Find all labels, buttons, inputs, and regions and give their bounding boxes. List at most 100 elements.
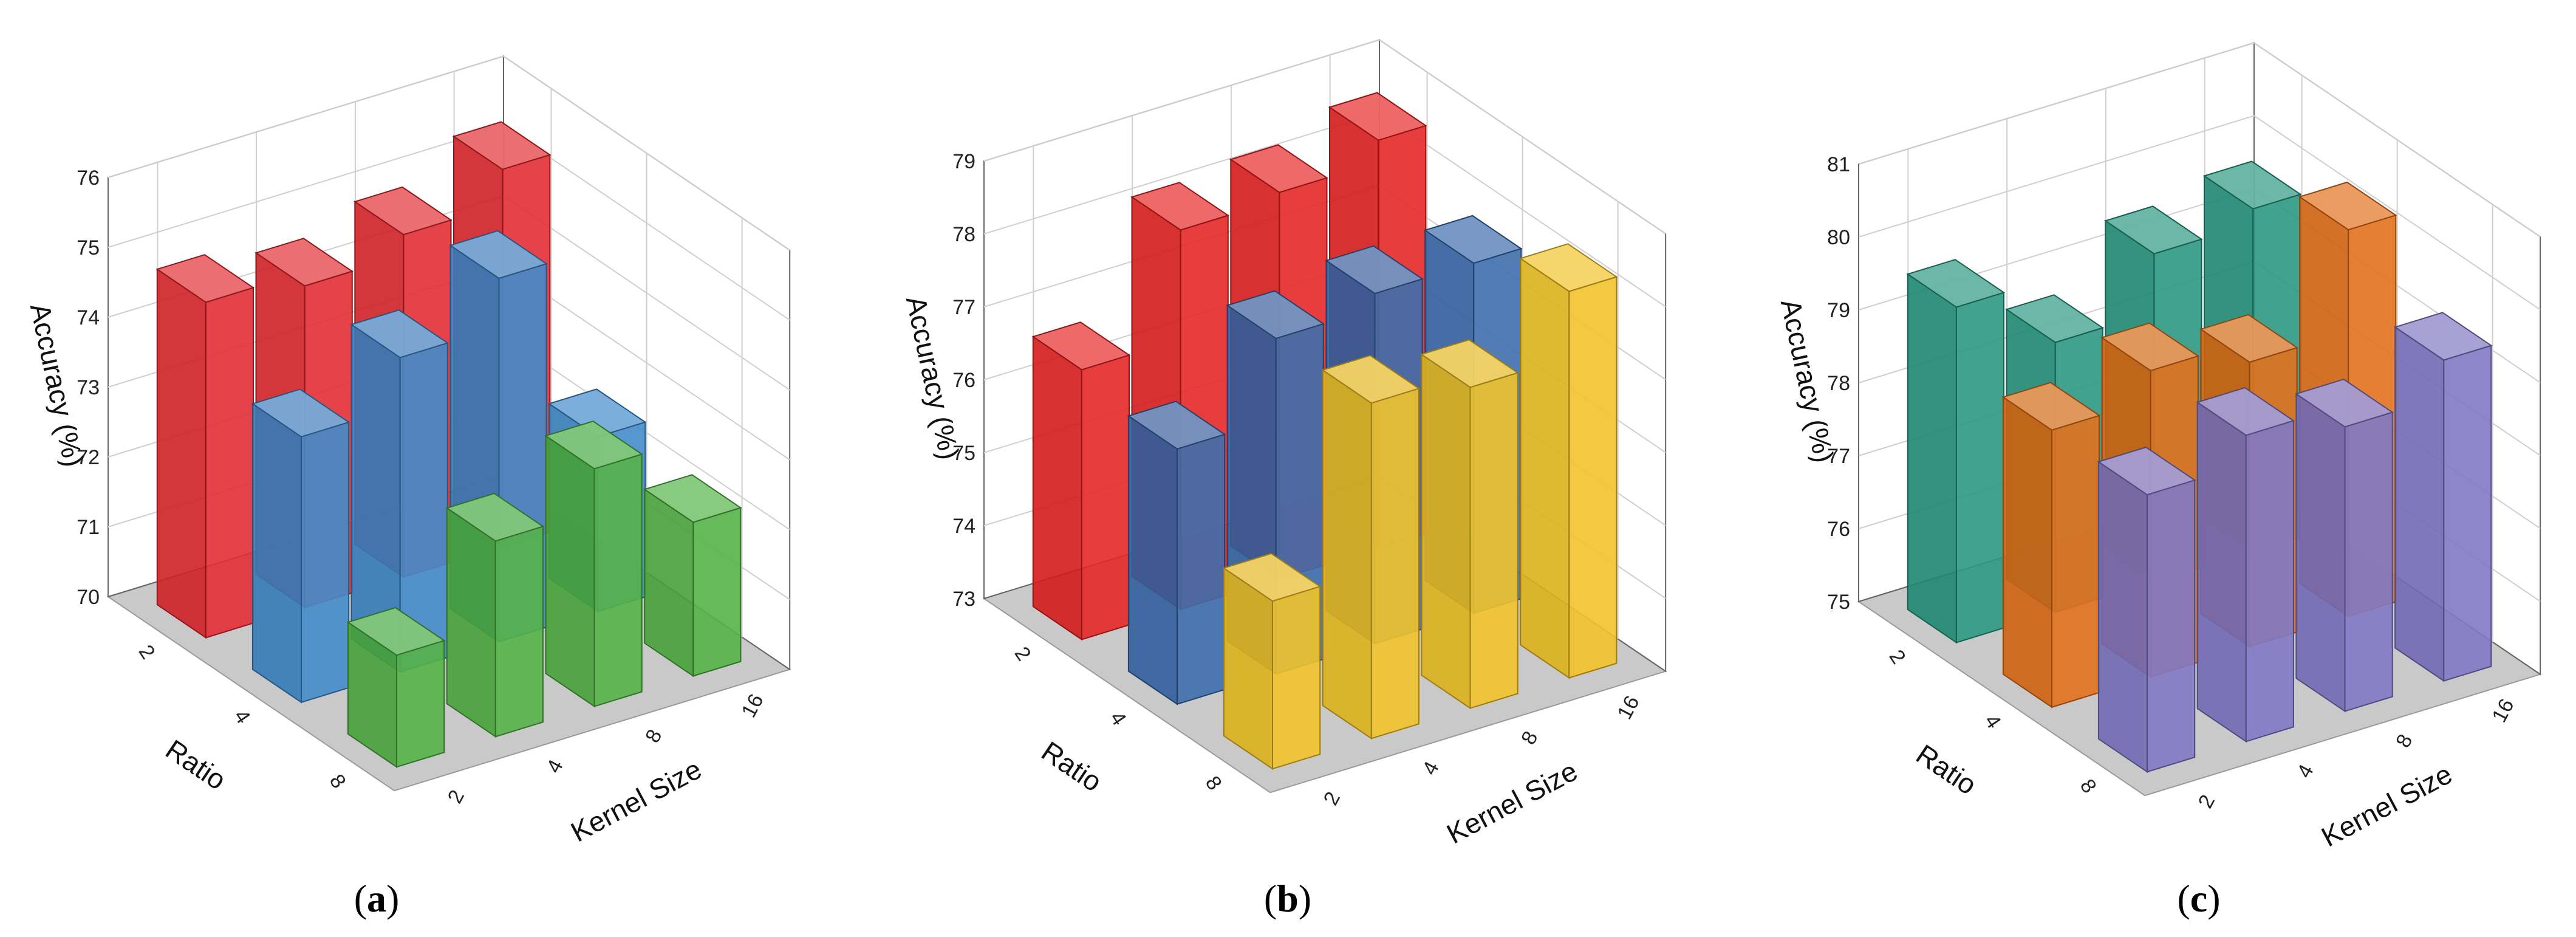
ratio-tick-label: 4 (1105, 707, 1131, 730)
bar-side (156, 268, 207, 639)
bar-front (1568, 276, 1618, 679)
z-tick-label: 79 (952, 150, 975, 173)
kernel-tick-label: 4 (2292, 761, 2318, 782)
bar-top (1222, 552, 1322, 602)
bar-top (445, 493, 545, 542)
bar-top (449, 230, 548, 280)
z-tick-label: 72 (77, 446, 100, 469)
bar-front (692, 507, 742, 677)
bar-side (2295, 393, 2346, 713)
kernel-axis-title: Kernel Size (2316, 758, 2457, 853)
kernel-tick-label: 2 (2194, 791, 2219, 812)
bar-top (2298, 181, 2397, 231)
ratio-tick-label: 2 (1885, 646, 1910, 668)
z-tick-label: 77 (952, 296, 975, 319)
bar-side (1520, 257, 1570, 679)
kernel-axis-title: Kernel Size (565, 753, 706, 848)
bar-ratio-4-kernel-4 (350, 309, 449, 673)
z-tick-label: 74 (77, 306, 100, 329)
bar-top (350, 309, 449, 359)
bar-side (1322, 369, 1372, 740)
bar-front (396, 639, 445, 768)
bar-front (1272, 585, 1321, 770)
bar-ratio-8-kernel-2 (1222, 552, 1322, 771)
bar-ratio-8-kernel-8 (2295, 379, 2394, 713)
bar-top (2393, 312, 2493, 361)
bar-top (2295, 379, 2394, 428)
ratio-tick-label: 2 (1010, 643, 1036, 665)
bar-top (2104, 205, 2203, 255)
bar-top (1321, 355, 1421, 404)
bar-ratio-4-kernel-2 (2001, 382, 2101, 709)
bar-side (2196, 401, 2247, 743)
bar-side (1127, 414, 1178, 705)
bar-top (2196, 387, 2295, 436)
ratio-axis-title: Ratio (1910, 738, 1982, 801)
ratio-tick-label: 4 (230, 705, 255, 728)
z-tick-label: 75 (77, 236, 100, 259)
bar-ratio-8-kernel-2 (2097, 446, 2196, 774)
bar-ratio-8-kernel-4 (445, 493, 545, 738)
bar-top (2001, 382, 2101, 431)
z-tick-label: 80 (1827, 226, 1850, 249)
ratio-axis-title: Ratio (160, 733, 231, 796)
bar-ratio-8-kernel-4 (2196, 387, 2295, 743)
bar-top (354, 186, 453, 236)
z-tick-label: 70 (77, 586, 100, 609)
bar-top (1130, 182, 1230, 231)
kernel-axis-title: Kernel Size (1441, 755, 1582, 849)
bar-front (205, 287, 254, 639)
z-tick-label: 75 (1827, 591, 1850, 614)
z-tick-label: 75 (952, 442, 975, 465)
bar-side (2394, 326, 2445, 682)
bar-front (593, 453, 643, 707)
bar-front (1469, 372, 1519, 709)
bar-side (1032, 335, 1082, 641)
bar-top (1519, 243, 1618, 292)
bar-ratio-8-kernel-8 (544, 420, 643, 708)
bar-ratio-2-kernel-2 (1031, 321, 1131, 641)
z-tick-label: 78 (1827, 372, 1850, 395)
bar-top (1328, 92, 1427, 141)
bar-front (2443, 345, 2492, 682)
bar-front (1081, 354, 1130, 640)
bar-top (452, 121, 552, 170)
bar-front (301, 421, 350, 704)
caption-b: (b) (1264, 877, 1311, 920)
bar-top (2097, 446, 2196, 496)
bar-top (251, 388, 350, 438)
ratio-tick-label: 8 (1201, 772, 1226, 794)
ratio-axis-title: Ratio (1036, 735, 1107, 798)
bar-front (2245, 419, 2294, 743)
kernel-tick-label: 2 (443, 786, 469, 808)
bar-side (446, 507, 496, 738)
bar-side (251, 402, 302, 704)
bar-side (1223, 567, 1273, 771)
gridline (1858, 42, 2541, 238)
z-tick-label: 76 (952, 369, 975, 392)
ratio-tick-label: 4 (1980, 710, 2006, 733)
kernel-tick-label: 8 (1517, 727, 1542, 749)
bar-top (1229, 144, 1328, 193)
bar-top (1226, 290, 1325, 339)
bar-top (1423, 215, 1523, 264)
bar-ratio-4-kernel-2 (1127, 400, 1226, 705)
bar-side (1421, 353, 1471, 710)
bar-front (1370, 387, 1420, 740)
gridline (108, 55, 790, 251)
bar-top (544, 420, 643, 470)
z-tick-label: 77 (1827, 445, 1850, 468)
bar-ratio-2-kernel-2 (1906, 259, 2006, 644)
bar-top (643, 474, 742, 523)
bar-top (2100, 322, 2200, 371)
bar-front (2147, 479, 2196, 773)
bar-ratio-8-kernel-16 (2393, 312, 2493, 682)
z-tick-label: 76 (1827, 518, 1850, 541)
kernel-tick-label: 16 (1613, 692, 1644, 723)
bar-ratio-2-kernel-2 (155, 254, 255, 639)
z-tick-label: 71 (77, 516, 100, 539)
kernel-tick-label: 4 (542, 756, 567, 777)
bar-ratio-4-kernel-2 (251, 388, 350, 704)
